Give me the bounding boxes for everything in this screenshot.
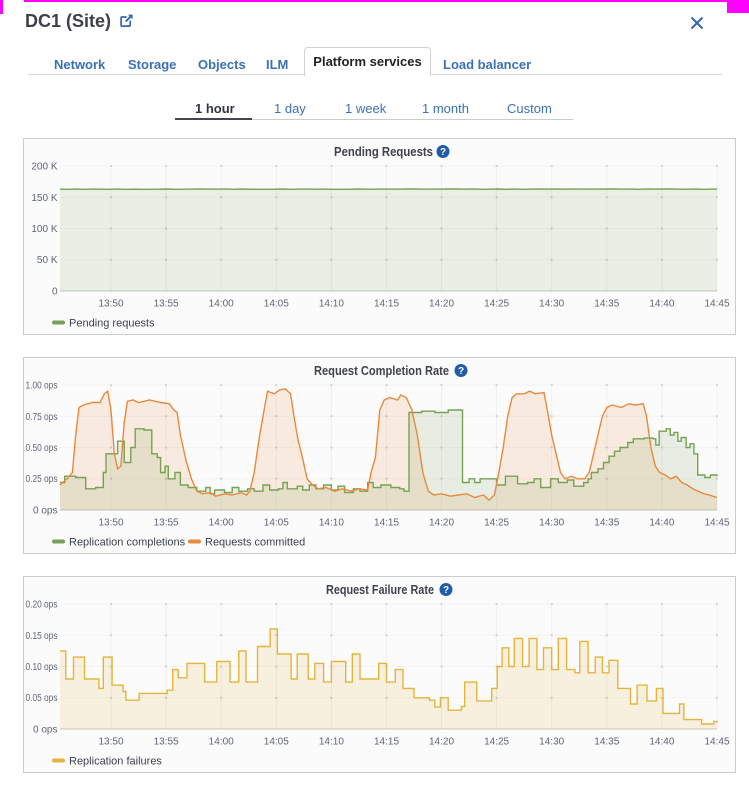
svg-text:0.20 ops: 0.20 ops: [26, 600, 58, 611]
svg-text:14:20: 14:20: [429, 518, 454, 529]
svg-text:14:25: 14:25: [484, 737, 509, 748]
svg-text:Replication failures: Replication failures: [69, 756, 162, 768]
svg-text:14:05: 14:05: [264, 299, 289, 310]
svg-text:13:50: 13:50: [98, 518, 123, 529]
svg-text:14:10: 14:10: [319, 737, 344, 748]
svg-text:14:40: 14:40: [649, 518, 674, 529]
svg-text:0.25 ops: 0.25 ops: [26, 474, 58, 485]
svg-text:14:40: 14:40: [649, 737, 674, 748]
svg-text:?: ?: [440, 147, 446, 158]
svg-text:13:55: 13:55: [154, 518, 179, 529]
svg-text:0.75 ops: 0.75 ops: [26, 412, 58, 423]
svg-text:14:00: 14:00: [209, 518, 234, 529]
svg-text:14:25: 14:25: [484, 299, 509, 310]
svg-text:Request Completion Rate: Request Completion Rate: [314, 364, 449, 378]
svg-text:14:10: 14:10: [319, 518, 344, 529]
svg-text:13:55: 13:55: [154, 737, 179, 748]
svg-text:1.00 ops: 1.00 ops: [26, 381, 58, 392]
svg-text:0 ops: 0 ops: [33, 725, 57, 736]
svg-text:50 K: 50 K: [37, 255, 58, 266]
svg-text:0.05 ops: 0.05 ops: [26, 693, 58, 704]
svg-text:Pending requests: Pending requests: [69, 318, 155, 330]
svg-text:14:15: 14:15: [374, 518, 399, 529]
svg-text:14:00: 14:00: [209, 299, 234, 310]
svg-text:13:50: 13:50: [98, 737, 123, 748]
svg-text:0: 0: [52, 287, 58, 298]
svg-text:14:40: 14:40: [649, 299, 674, 310]
svg-text:13:50: 13:50: [98, 299, 123, 310]
svg-text:14:45: 14:45: [704, 299, 729, 310]
svg-text:14:45: 14:45: [704, 518, 729, 529]
svg-text:14:15: 14:15: [374, 737, 399, 748]
svg-text:14:00: 14:00: [209, 737, 234, 748]
svg-text:14:30: 14:30: [539, 299, 564, 310]
svg-text:13:55: 13:55: [154, 299, 179, 310]
svg-text:14:35: 14:35: [594, 737, 619, 748]
svg-text:0.10 ops: 0.10 ops: [26, 662, 58, 673]
svg-text:14:05: 14:05: [264, 737, 289, 748]
svg-text:14:10: 14:10: [319, 299, 344, 310]
svg-text:Replication completions: Replication completions: [69, 537, 186, 549]
svg-text:14:35: 14:35: [594, 518, 619, 529]
svg-text:14:20: 14:20: [429, 737, 454, 748]
svg-text:14:30: 14:30: [539, 518, 564, 529]
svg-text:150 K: 150 K: [31, 193, 57, 204]
svg-text:14:45: 14:45: [704, 737, 729, 748]
svg-text:Request Failure Rate: Request Failure Rate: [326, 583, 434, 597]
svg-text:14:35: 14:35: [594, 299, 619, 310]
svg-text:100 K: 100 K: [31, 224, 57, 235]
svg-text:14:30: 14:30: [539, 737, 564, 748]
svg-text:200 K: 200 K: [31, 162, 57, 173]
svg-text:0 ops: 0 ops: [33, 506, 57, 517]
svg-text:0.50 ops: 0.50 ops: [26, 443, 58, 454]
svg-text:14:05: 14:05: [264, 518, 289, 529]
svg-text:?: ?: [458, 366, 464, 377]
svg-text:14:25: 14:25: [484, 518, 509, 529]
svg-text:14:15: 14:15: [374, 299, 399, 310]
svg-text:Pending Requests: Pending Requests: [334, 145, 433, 159]
svg-text:0.15 ops: 0.15 ops: [26, 631, 58, 642]
svg-text:Requests committed: Requests committed: [205, 537, 305, 549]
svg-text:14:20: 14:20: [429, 299, 454, 310]
svg-text:?: ?: [443, 585, 449, 596]
